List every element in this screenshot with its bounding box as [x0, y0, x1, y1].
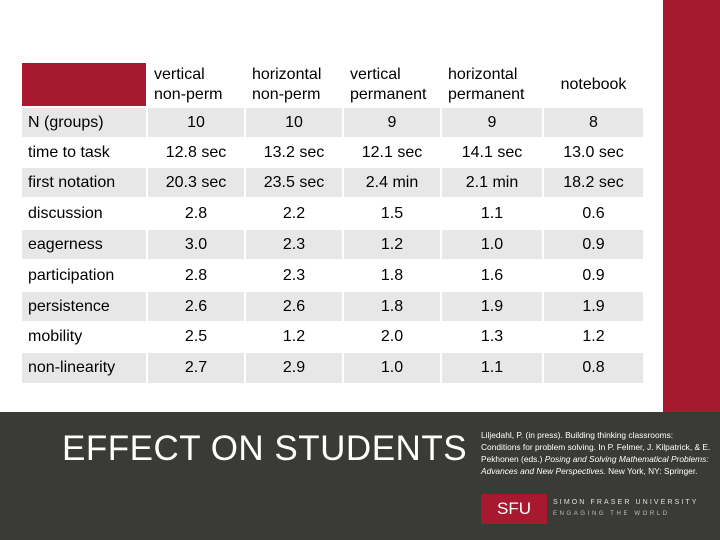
table-cell: 1.2 — [344, 230, 440, 259]
sfu-logo-letters: SFU — [497, 499, 531, 518]
table-cell: 2.6 — [246, 292, 342, 321]
table-cell: 1.2 — [544, 323, 643, 351]
table-cell: 13.0 sec — [544, 139, 643, 166]
table-cell: 10 — [246, 108, 342, 137]
table-cell: 9 — [344, 108, 440, 137]
table-cell: 1.3 — [442, 323, 542, 351]
table-cell: 1.1 — [442, 353, 542, 383]
table-cell: 1.1 — [442, 199, 542, 228]
table-cell: 1.6 — [442, 261, 542, 290]
column-header-notebook: notebook — [544, 63, 643, 106]
table-header-row: vertical non-perm horizontal non-perm ve… — [22, 63, 643, 106]
row-label: first notation — [22, 168, 146, 197]
table-row: time to task 12.8 sec 13.2 sec 12.1 sec 14.1… — [22, 139, 643, 166]
table-row: first notation 20.3 sec 23.5 sec 2.4 min 2.1… — [22, 168, 643, 197]
column-header-horizontal-nonperm: horizontal non-perm — [246, 63, 342, 106]
sfu-logo: SFU SIMON FRASER UNIVERSITY ENGAGING THE… — [481, 494, 715, 524]
table-cell: 3.0 — [148, 230, 244, 259]
table-cell: 10 — [148, 108, 244, 137]
table-cell: 1.2 — [246, 323, 342, 351]
table-row: mobility 2.5 1.2 2.0 1.3 1.2 — [22, 323, 643, 351]
row-label: N (groups) — [22, 108, 146, 137]
table-cell: 2.5 — [148, 323, 244, 351]
table-cell: 18.2 sec — [544, 168, 643, 197]
header-corner-cell — [22, 63, 146, 106]
table-cell: 2.2 — [246, 199, 342, 228]
table-cell: 2.4 min — [344, 168, 440, 197]
slide-title: EFFECT ON STUDENTS — [62, 429, 468, 468]
table-cell: 2.9 — [246, 353, 342, 383]
column-header-vertical-nonperm: vertical non-perm — [148, 63, 244, 106]
footer-band: EFFECT ON STUDENTS Liljedahl, P. (in pre… — [0, 412, 720, 540]
table-cell: 12.1 sec — [344, 139, 440, 166]
results-table: vertical non-perm horizontal non-perm ve… — [20, 61, 645, 385]
table-row: non-linearity 2.7 2.9 1.0 1.1 0.8 — [22, 353, 643, 383]
column-header-label: vertical non-perm — [154, 65, 223, 103]
citation-text: Liljedahl, P. (in press). Building think… — [481, 430, 711, 464]
university-tagline: ENGAGING THE WORLD — [553, 511, 670, 517]
table-cell: 2.8 — [148, 261, 244, 290]
table-cell: 2.8 — [148, 199, 244, 228]
row-label: non-linearity — [22, 353, 146, 383]
column-header-label: horizontal permanent — [448, 65, 525, 103]
table-cell: 1.0 — [442, 230, 542, 259]
table-cell: 13.2 sec — [246, 139, 342, 166]
table-cell: 1.9 — [544, 292, 643, 321]
university-name: SIMON FRASER UNIVERSITY — [553, 499, 699, 506]
table-cell: 0.9 — [544, 230, 643, 259]
table-cell: 20.3 sec — [148, 168, 244, 197]
accent-side-bar — [663, 0, 720, 412]
table-cell: 9 — [442, 108, 542, 137]
table-row: eagerness 3.0 2.3 1.2 1.0 0.9 — [22, 230, 643, 259]
citation-publisher: New York, NY: Springer. — [605, 466, 698, 476]
table-row: participation 2.8 2.3 1.8 1.6 0.9 — [22, 261, 643, 290]
table-cell: 12.8 sec — [148, 139, 244, 166]
table-cell: 2.6 — [148, 292, 244, 321]
table-cell: 2.3 — [246, 230, 342, 259]
row-label: discussion — [22, 199, 146, 228]
table-cell: 1.5 — [344, 199, 440, 228]
table-body: N (groups) 10 10 9 9 8 time to task 12.8 sec 13.… — [22, 108, 643, 383]
table-cell: 2.1 min — [442, 168, 542, 197]
table-cell: 1.0 — [344, 353, 440, 383]
table-cell: 0.8 — [544, 353, 643, 383]
column-header-label: horizontal non-perm — [252, 65, 322, 103]
table-cell: 14.1 sec — [442, 139, 542, 166]
row-label: eagerness — [22, 230, 146, 259]
row-label: mobility — [22, 323, 146, 351]
row-label: persistence — [22, 292, 146, 321]
table-cell: 2.0 — [344, 323, 440, 351]
row-label: participation — [22, 261, 146, 290]
column-header-label: notebook — [560, 75, 627, 93]
table-cell: 0.9 — [544, 261, 643, 290]
column-header-label: vertical permanent — [350, 65, 427, 103]
table-row: N (groups) 10 10 9 9 8 — [22, 108, 643, 137]
table-cell: 8 — [544, 108, 643, 137]
row-label: time to task — [22, 139, 146, 166]
table-row: discussion 2.8 2.2 1.5 1.1 0.6 — [22, 199, 643, 228]
table-cell: 2.7 — [148, 353, 244, 383]
table-cell: 23.5 sec — [246, 168, 342, 197]
table-cell: 2.3 — [246, 261, 342, 290]
table-cell: 0.6 — [544, 199, 643, 228]
citation: Liljedahl, P. (in press). Building think… — [481, 429, 713, 477]
table-cell: 1.8 — [344, 292, 440, 321]
table-cell: 1.9 — [442, 292, 542, 321]
table-cell: 1.8 — [344, 261, 440, 290]
sfu-logo-mark: SFU — [481, 494, 547, 524]
citation-book-title: Posing and Solving Mathematical Problems… — [481, 454, 709, 476]
column-header-vertical-permanent: vertical permanent — [344, 63, 440, 106]
column-header-horizontal-permanent: horizontal permanent — [442, 63, 542, 106]
table-row: persistence 2.6 2.6 1.8 1.9 1.9 — [22, 292, 643, 321]
